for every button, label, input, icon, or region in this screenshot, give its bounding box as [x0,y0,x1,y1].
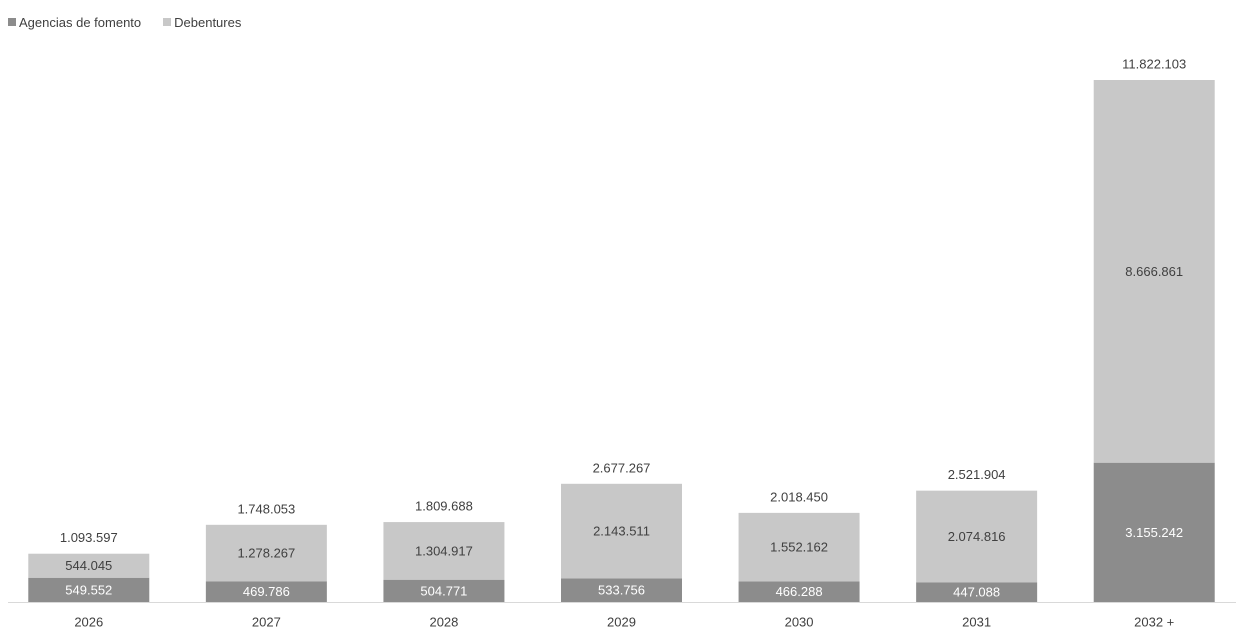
x-tick-label-2032: 2032 + [1134,615,1174,628]
total-label-2029: 2.677.267 [593,460,651,475]
x-tick-label-2029: 2029 [607,615,636,628]
data-label-debentures-2026: 544.045 [65,558,112,573]
x-tick-label-2027: 2027 [252,615,281,628]
data-label-agencias-de-fomento-2031: 447.088 [953,585,1000,600]
data-label-agencias-de-fomento-2030: 466.288 [776,584,823,599]
data-label-agencias-de-fomento-2026: 549.552 [65,582,112,597]
x-tick-label-2026: 2026 [74,615,103,628]
data-label-agencias-de-fomento-2028: 504.771 [420,583,467,598]
data-label-debentures-2029: 2.143.511 [593,524,650,539]
data-label-agencias-de-fomento-2027: 469.786 [243,584,290,599]
total-label-2027: 1.748.053 [237,501,295,516]
total-label-2026: 1.093.597 [60,530,118,545]
data-label-agencias-de-fomento-2032: 3.155.242 [1125,525,1183,540]
x-tick-label-2028: 2028 [429,615,458,628]
data-label-debentures-2031: 2.074.816 [948,529,1006,544]
x-tick-label-2031: 2031 [962,615,991,628]
data-label-debentures-2032: 8.666.861 [1125,264,1183,279]
total-label-2031: 2.521.904 [948,467,1006,482]
total-label-2030: 2.018.450 [770,489,828,504]
data-label-debentures-2030: 1.552.162 [770,540,828,555]
data-label-debentures-2027: 1.278.267 [237,546,295,561]
total-label-2028: 1.809.688 [415,499,473,514]
x-tick-label-2030: 2030 [785,615,814,628]
data-label-agencias-de-fomento-2029: 533.756 [598,583,645,598]
data-label-debentures-2028: 1.304.917 [415,543,473,558]
total-label-2032: 11.822.103 [1122,57,1186,72]
